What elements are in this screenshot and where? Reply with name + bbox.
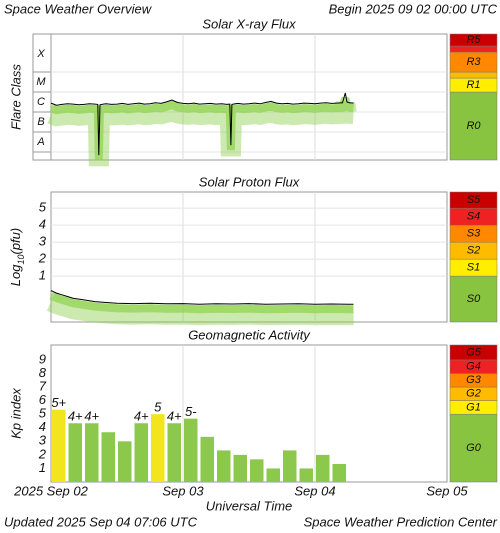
scale-label: S5 [467, 194, 481, 206]
scale-band [449, 413, 498, 483]
y-axis-title-part: Log [8, 264, 23, 286]
kp-bar [151, 414, 165, 482]
y-tick-label: 5 [39, 200, 47, 215]
y-tick-label: 1 [39, 268, 46, 283]
scale-label: S0 [467, 293, 481, 305]
scale-label: G4 [466, 361, 481, 373]
kp-bar [101, 432, 115, 482]
scale-band [449, 275, 498, 323]
scale-label: R3 [466, 56, 481, 68]
y-axis-title: Kp index [8, 388, 23, 439]
y-tick-label: B [37, 116, 44, 128]
scale-label: R0 [466, 120, 481, 132]
kp-label: 4+ [134, 409, 149, 424]
kp-label: 5- [185, 404, 197, 419]
x-tick-label: 2025 Sep 02 [13, 483, 89, 498]
kp-bar [250, 459, 264, 482]
y-tick-label: A [36, 136, 44, 148]
y-tick-label: 4 [39, 217, 46, 232]
y-tick-label: 4 [39, 419, 46, 434]
y-tick-label: M [36, 76, 46, 88]
kp-bar [316, 454, 330, 482]
y-tick-label: 3 [39, 433, 47, 448]
scale-label: S2 [467, 245, 480, 257]
plot-area [50, 33, 448, 161]
plot-area [50, 191, 448, 323]
scale-label: G5 [466, 346, 482, 358]
y-tick-label: 2 [38, 251, 47, 266]
y-axis-title-part: 10 [16, 255, 26, 265]
kp-bar [233, 454, 247, 482]
kp-label: 5+ [51, 395, 66, 410]
scale-band [449, 33, 498, 47]
plot-area [50, 344, 448, 483]
scale-band [449, 191, 498, 209]
begin-time: Begin 2025 09 02 00:00 UTC [329, 1, 498, 16]
y-axis-title: Flare Class [8, 64, 23, 130]
y-tick-label: 1 [39, 460, 46, 475]
kp-bar [167, 423, 181, 482]
kp-bar [217, 450, 231, 482]
kp-label: 4+ [167, 409, 182, 424]
scale-band [449, 91, 498, 161]
kp-bar [332, 463, 346, 482]
scale-label: G3 [466, 374, 482, 386]
kp-bar [266, 468, 280, 482]
scale-label: S3 [467, 228, 481, 240]
scale-label: R1 [466, 79, 480, 91]
y-axis-title: Log10(pfu) [8, 228, 26, 286]
panel-title: Geomagnetic Activity [188, 327, 311, 342]
panel-title: Solar X-ray Flux [202, 16, 296, 31]
flux-line [50, 92, 354, 156]
y-tick-label: 3 [39, 234, 47, 249]
scale-band [449, 45, 498, 53]
scale-label: G1 [466, 401, 481, 413]
updated-time: Updated 2025 Sep 04 07:06 UTC [4, 514, 198, 529]
class-column [32, 33, 52, 161]
kp-label: 5 [154, 400, 162, 415]
kp-label: 4+ [84, 409, 99, 424]
y-tick-label: 8 [39, 365, 47, 380]
kp-bar [200, 436, 214, 482]
y-tick-label: 6 [39, 392, 47, 407]
kp-label: 4+ [68, 409, 83, 424]
kp-bar [52, 409, 66, 482]
y-tick-label: 5 [39, 406, 47, 421]
y-axis-title-part: (pfu) [8, 228, 23, 255]
y-tick-label: 2 [38, 446, 47, 461]
x-tick-label: Sep 03 [162, 483, 204, 498]
flux-glow [46, 292, 354, 326]
flux-line [50, 290, 354, 305]
kp-bar [85, 423, 99, 482]
y-tick-label: 7 [39, 378, 47, 393]
y-tick-label: C [37, 96, 45, 108]
kp-bar [68, 423, 82, 482]
scale-label: R5 [466, 34, 481, 46]
kp-bar [299, 468, 313, 482]
y-tick-label: X [36, 48, 45, 60]
y-tick-label: 9 [39, 351, 46, 366]
kp-bar [134, 423, 148, 482]
x-tick-label: Sep 05 [426, 483, 468, 498]
x-tick-label: Sep 04 [294, 483, 335, 498]
scale-label: S4 [467, 211, 480, 223]
scale-label: G2 [466, 388, 481, 400]
scale-label: S1 [467, 262, 480, 274]
scale-band [449, 344, 498, 361]
scale-label: G0 [466, 442, 482, 454]
kp-bar [184, 418, 198, 482]
x-axis-title: Universal Time [206, 498, 293, 513]
scale-band [449, 71, 498, 79]
flux-glow [49, 291, 354, 314]
kp-bar [118, 441, 132, 482]
panel-title: Solar Proton Flux [199, 174, 300, 189]
page-title: Space Weather Overview [4, 1, 153, 16]
kp-bar [283, 450, 297, 482]
credit: Space Weather Prediction Center [304, 514, 498, 529]
